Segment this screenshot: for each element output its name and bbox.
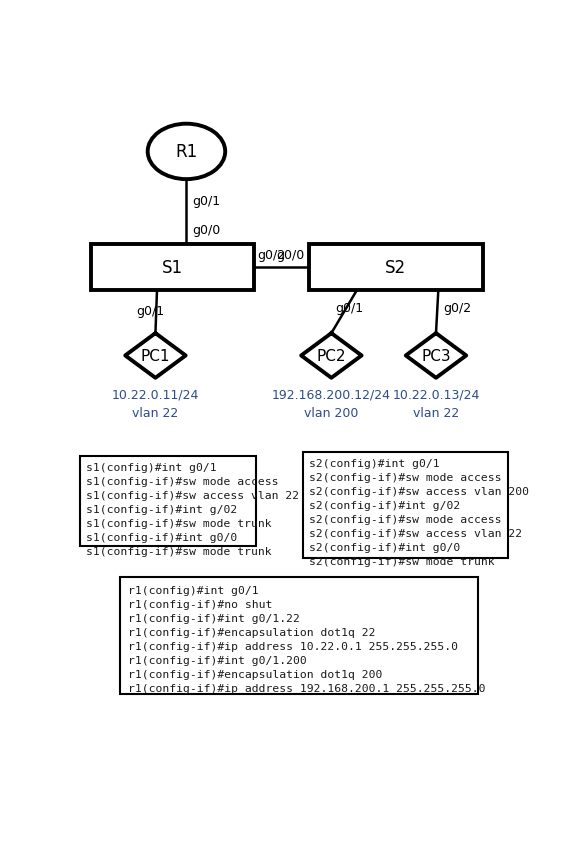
Text: r1(config)#int g0/1
r1(config-if)#no shut
r1(config-if)#int g0/1.22
r1(config-if: r1(config)#int g0/1 r1(config-if)#no shu… <box>127 585 485 694</box>
Bar <box>302 452 508 558</box>
Bar <box>80 456 256 547</box>
Text: g0/1: g0/1 <box>193 195 221 208</box>
Text: 10.22.0.13/24
vlan 22: 10.22.0.13/24 vlan 22 <box>392 388 480 419</box>
Text: g0/1: g0/1 <box>137 304 165 318</box>
Text: R1: R1 <box>175 143 197 161</box>
Bar <box>120 578 478 694</box>
Text: s1(config)#int g0/1
s1(config-if)#sw mode access
s1(config-if)#sw access vlan 22: s1(config)#int g0/1 s1(config-if)#sw mod… <box>86 462 299 556</box>
Text: PC1: PC1 <box>141 348 170 364</box>
Text: S1: S1 <box>162 259 183 277</box>
Text: g0/2: g0/2 <box>258 249 286 262</box>
Ellipse shape <box>148 124 225 180</box>
Polygon shape <box>125 334 185 378</box>
Text: s2(config)#int g0/1
s2(config-if)#sw mode access
s2(config-if)#sw access vlan 20: s2(config)#int g0/1 s2(config-if)#sw mod… <box>309 458 529 567</box>
Text: 10.22.0.11/24
vlan 22: 10.22.0.11/24 vlan 22 <box>112 388 199 419</box>
Text: PC3: PC3 <box>421 348 451 364</box>
Text: g0/0: g0/0 <box>277 249 305 262</box>
Bar <box>91 245 254 291</box>
Text: 192.168.200.12/24
vlan 200: 192.168.200.12/24 vlan 200 <box>272 388 391 419</box>
Text: PC2: PC2 <box>317 348 346 364</box>
Text: S2: S2 <box>385 259 406 277</box>
Text: g0/0: g0/0 <box>193 224 221 237</box>
Polygon shape <box>406 334 466 378</box>
Text: g0/1: g0/1 <box>335 302 363 314</box>
Bar <box>308 245 483 291</box>
Polygon shape <box>301 334 362 378</box>
Text: g0/2: g0/2 <box>444 302 472 314</box>
